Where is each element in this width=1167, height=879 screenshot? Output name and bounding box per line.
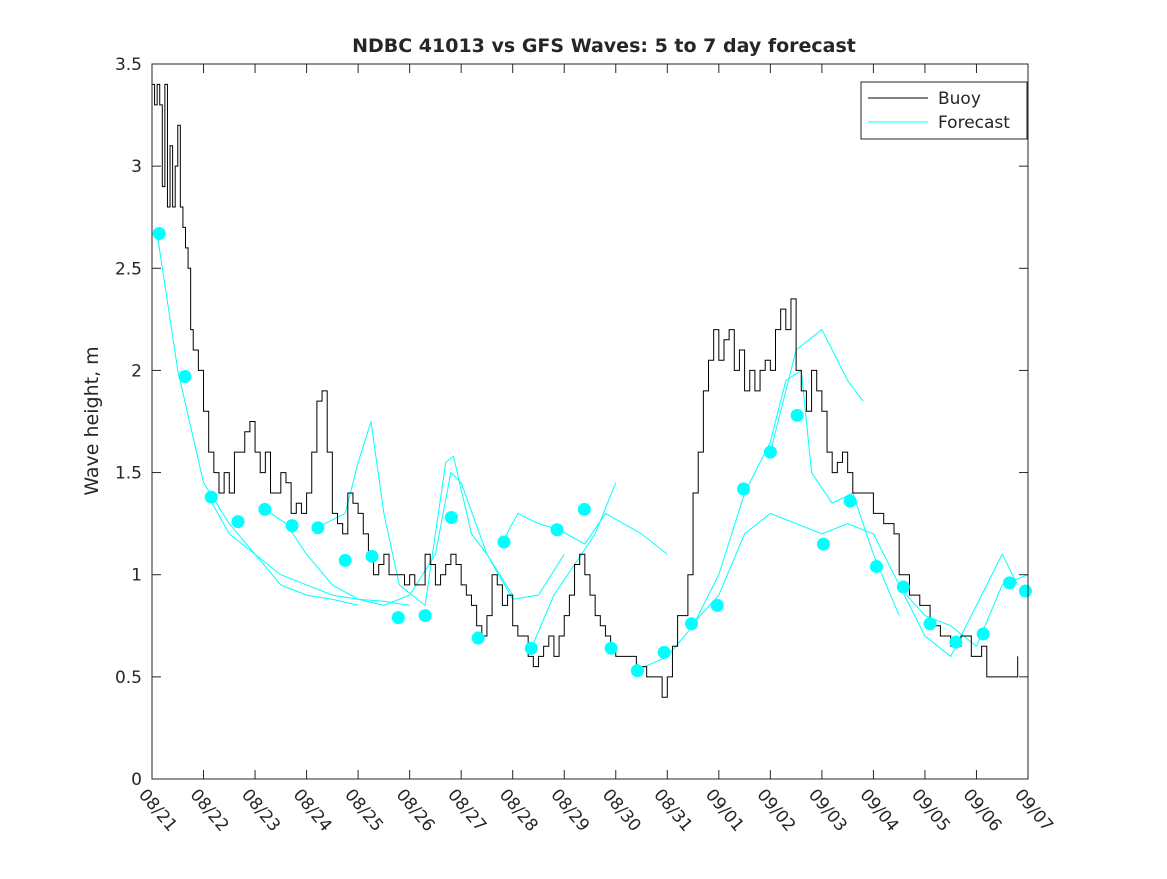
forecast-point: [231, 515, 245, 529]
forecast-point: [737, 482, 751, 496]
x-tick-label: 08/26: [392, 785, 439, 835]
forecast-point: [685, 617, 699, 631]
forecast-point: [577, 502, 591, 516]
y-tick-label: 1.5: [115, 464, 142, 484]
forecast-point: [870, 560, 884, 574]
forecast-line-8: [769, 328, 864, 453]
y-axis-label: Wave height, m: [81, 346, 103, 495]
buoy-line: [152, 83, 1019, 698]
forecast-point: [365, 549, 379, 563]
x-tick-label: 09/04: [856, 785, 903, 835]
x-tick-label: 08/27: [443, 785, 490, 835]
y-tick-label: 2.5: [115, 259, 142, 279]
forecast-point: [285, 519, 299, 533]
forecast-point: [444, 511, 458, 525]
forecast-point: [258, 502, 272, 516]
x-tick-label: 09/07: [1010, 785, 1057, 835]
y-tick-label: 0.5: [115, 668, 142, 688]
forecast-point: [604, 641, 618, 655]
chart-title: NDBC 41013 vs GFS Waves: 5 to 7 day fore…: [352, 35, 856, 57]
x-tick-label: 08/25: [340, 785, 387, 835]
forecast-point: [816, 537, 830, 551]
forecast-line-7: [692, 512, 1019, 658]
forecast-point: [391, 611, 405, 625]
axes-box: [151, 63, 1029, 780]
y-tick-label: 3: [131, 157, 142, 177]
x-tick-label: 09/06: [959, 785, 1006, 835]
forecast-point: [1018, 584, 1032, 598]
forecast-point: [923, 617, 937, 631]
forecast-point: [630, 664, 644, 678]
x-tick-label: 08/30: [598, 785, 645, 835]
forecast-point: [204, 490, 218, 504]
forecast-point: [976, 627, 990, 641]
legend-forecast-label: Forecast: [938, 113, 1010, 133]
forecast-point: [497, 535, 511, 549]
forecast-point: [311, 521, 325, 535]
x-tick-label: 08/21: [134, 785, 181, 835]
forecast-point: [471, 631, 485, 645]
y-tick-label: 1: [131, 566, 142, 586]
forecast-point: [657, 645, 671, 659]
forecast-point: [1002, 576, 1016, 590]
forecast-point: [550, 523, 564, 537]
forecast-point: [790, 408, 804, 422]
forecast-point: [418, 609, 432, 623]
forecast-point: [843, 494, 857, 508]
forecast-point: [710, 598, 724, 612]
forecast-line-3: [316, 421, 565, 607]
legend-buoy-label: Buoy: [938, 89, 981, 109]
x-tick-label: 08/22: [186, 785, 233, 835]
forecast-point: [152, 227, 166, 241]
forecast-line-1: [208, 496, 410, 606]
x-tick-label: 09/01: [701, 785, 748, 835]
y-tick-label: 2: [131, 361, 142, 381]
forecast-line-2: [265, 471, 514, 606]
forecast-point: [338, 553, 352, 567]
forecast-point: [524, 641, 538, 655]
forecast-point: [896, 580, 910, 594]
legend-box: [860, 81, 1028, 140]
y-tick-label: 0: [131, 770, 142, 790]
plot-area: [152, 64, 1028, 779]
y-tick-label: 3.5: [115, 55, 142, 75]
x-tick-label: 08/31: [649, 785, 696, 835]
x-tick-label: 08/23: [237, 785, 284, 835]
forecast-point: [178, 370, 192, 384]
forecast-point: [949, 635, 963, 649]
legend: Buoy Forecast: [860, 81, 1028, 140]
x-tick-label: 08/29: [546, 785, 593, 835]
forecast-point: [763, 445, 777, 459]
x-tick-label: 09/05: [907, 785, 954, 835]
x-tick-label: 08/28: [495, 785, 542, 835]
x-tick-label: 09/02: [753, 785, 800, 835]
x-tick-label: 08/24: [289, 785, 336, 835]
forecast-line-4: [501, 512, 668, 555]
x-tick-label: 09/03: [804, 785, 851, 835]
